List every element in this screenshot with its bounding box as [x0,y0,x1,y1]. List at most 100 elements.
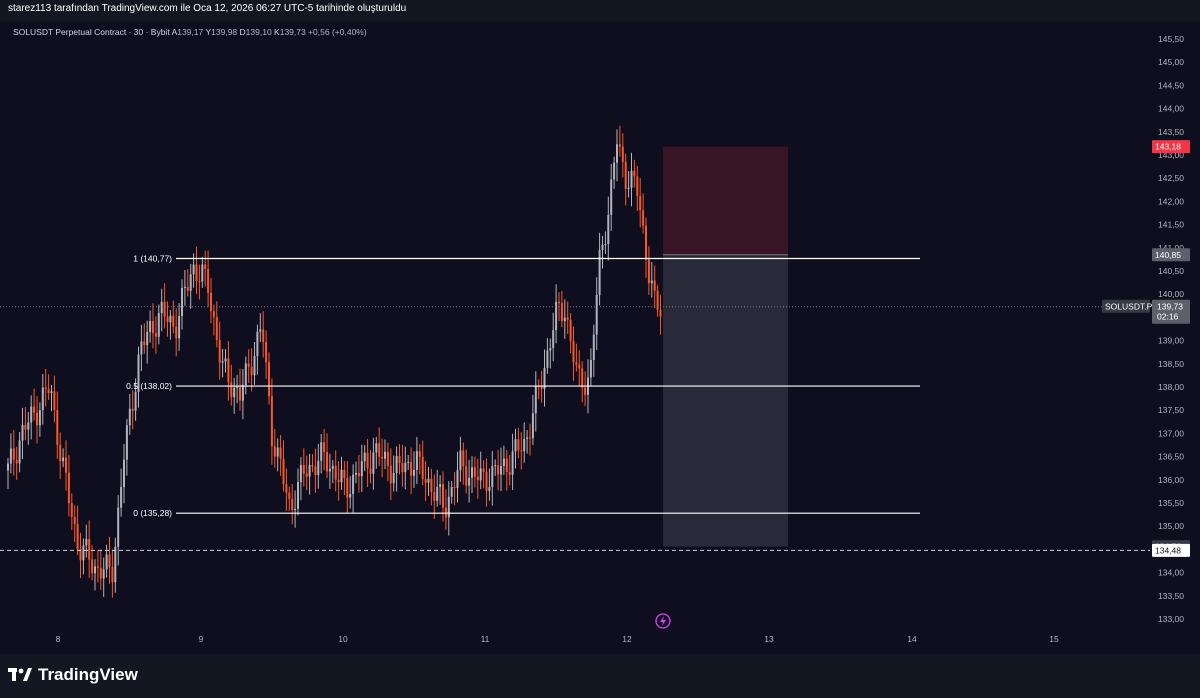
time-axis-label: 11 [481,634,490,644]
candle-body [497,465,500,475]
price-axis-label: 143,00 [1158,150,1184,160]
candle-body [128,408,131,426]
fibonacci-levels[interactable]: 1 (140,77) 0.5 (138,02) 0 (135,28) [126,253,920,518]
candle-body [30,406,33,423]
price-axis-label: 133,50 [1158,591,1184,601]
candle-body [131,408,134,411]
short-position-tool[interactable] [663,146,788,547]
time-axis-label: 14 [907,634,917,644]
candle-body [53,391,56,410]
lightning-icon [655,613,671,629]
candle-body [465,466,468,486]
candle-body [79,548,82,561]
candle-body [343,469,346,479]
candle-body [253,356,256,376]
candle-body [398,456,401,464]
candle-body [94,566,96,574]
candle-body [172,315,175,327]
tradingview-brand[interactable]: TradingView [8,665,138,685]
candle-body [204,264,207,269]
candle-body [384,451,386,459]
candle-body [7,463,9,471]
candlestick-series [7,125,662,598]
candle-body [636,176,639,196]
candle-body [572,340,575,363]
candle-body [201,264,204,282]
candle-body [44,387,47,390]
legend-change: +0,56 (+0,40%) [308,27,367,37]
price-axis-label: 139,00 [1158,336,1184,346]
brand-name: TradingView [38,665,138,684]
candle-body [392,473,395,484]
time-axis-label: 12 [622,634,632,644]
time-axis-label: 13 [764,634,774,644]
current-symbol-text: SOLUSDT.P [1105,302,1153,312]
candle-body [462,450,465,467]
candle-body [386,451,389,466]
candle-body [241,385,244,401]
candle-body [198,281,201,283]
price-axis[interactable]: 145,50 145,00 144,50 144,00 143,50 143,00 142,… [1158,34,1184,624]
candle-body [96,566,99,568]
lightning-icon-bolt [660,616,666,626]
candle-body [546,350,549,368]
candle-body [123,459,125,487]
candle-body [125,425,128,460]
legend-open: 139,17 [177,27,204,37]
snapshot-caption: starez113 tarafından TradingView.com ile… [8,3,407,14]
candle-body [276,447,279,457]
candle-body [468,477,471,486]
candle-body [630,170,633,188]
candle-body [621,146,624,162]
candle-body [372,452,375,474]
candle-body [601,244,604,250]
candle-body [154,333,157,337]
current-symbol-badge [1102,299,1150,313]
candle-body [236,386,239,388]
candle-body [317,460,320,476]
candle-body [624,161,627,189]
candle-body [82,545,85,561]
candle-body [488,487,491,491]
candle-body [192,264,195,275]
time-axis[interactable]: 8 9 10 11 12 13 14 15 [56,634,1059,644]
candle-body [389,465,392,484]
price-axis-label: 137,50 [1158,405,1184,415]
candle-body [447,496,450,518]
target-zone [663,254,788,547]
candle-body [584,387,587,395]
candle-body [160,301,163,313]
price-tags: 143,18140,85134,56134,48SOLUSDT.P139,730… [0,140,1190,557]
candle-body [656,290,659,311]
candle-body [418,451,421,457]
price-axis-label: 138,50 [1158,359,1184,369]
candle-body [604,244,607,246]
candle-body [259,329,262,332]
candle-body [433,492,436,501]
candle-body [224,358,227,362]
candle-body [616,144,618,163]
price-chart[interactable]: 1 (140,77)0.5 (138,02)0 (135,28) 145,50 1… [0,22,1200,654]
candle-body [645,225,647,260]
price-axis-label: 140,50 [1158,266,1184,276]
price-axis-label: 133,00 [1158,614,1184,624]
candle-body [494,465,497,467]
chart-icons[interactable] [655,613,671,629]
legend-high: 139,98 [211,27,238,37]
candle-body [279,447,282,459]
candle-body [618,144,621,147]
price-axis-label: 135,00 [1158,521,1184,531]
time-axis-label: 8 [56,634,61,644]
candle-body [647,259,650,284]
chart-area[interactable]: 1 (140,77) 0.5 (138,02) 0 (135,28) 145,50 1… [0,22,1200,654]
candle-body [346,478,349,498]
candle-body [598,249,601,295]
price-axis-label: 145,00 [1158,57,1184,67]
candle-body [33,406,36,413]
legend-symbol: SOLUSDT Perpetual Contract · 30 · Bybit [13,27,170,37]
price-axis-label: 137,00 [1158,428,1184,438]
candle-body [143,341,146,346]
tradingview-logo-icon [8,668,32,681]
price-axis-label: 145,50 [1158,34,1184,44]
lightning-icon-ring [655,613,671,629]
